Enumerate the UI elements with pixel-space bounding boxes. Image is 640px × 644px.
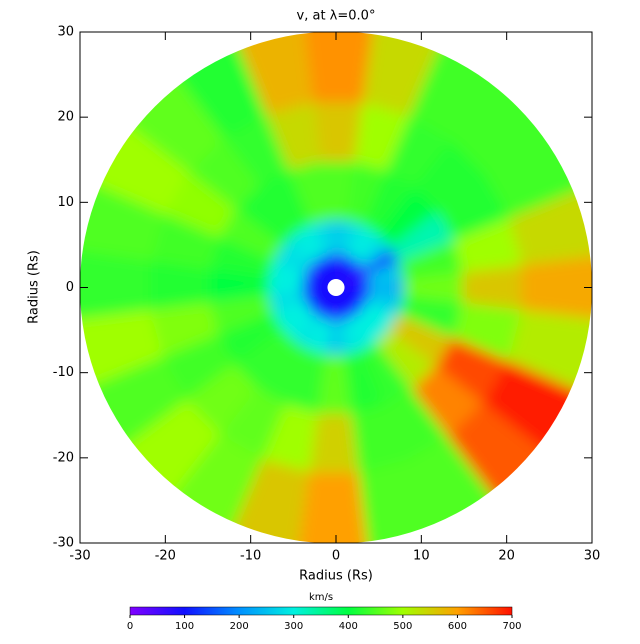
wedge <box>80 309 164 402</box>
x-tick-label: -30 <box>69 549 90 564</box>
chart-title: v, at λ=0.0° <box>297 9 376 24</box>
x-tick-label: 0 <box>332 549 340 564</box>
wedge <box>80 246 151 329</box>
x-axis-label: Radius (Rs) <box>299 569 373 584</box>
colorbar-label: km/s <box>309 592 333 603</box>
y-tick-label: -10 <box>53 365 74 380</box>
x-tick-label: -20 <box>155 549 176 564</box>
inner-boundary <box>327 278 345 297</box>
y-tick-label: -20 <box>53 450 74 465</box>
y-axis-label: Radius (Rs) <box>27 250 42 324</box>
wedge <box>295 31 377 103</box>
colorbar <box>129 606 513 616</box>
y-tick-label: -30 <box>53 536 74 551</box>
y-tick-label: 0 <box>66 280 74 295</box>
wedge <box>508 173 592 266</box>
x-tick-label: -10 <box>240 549 261 564</box>
colorbar-tick-label: 600 <box>448 621 467 632</box>
wedge <box>358 31 451 116</box>
wedge <box>358 459 451 544</box>
wedge <box>221 459 314 544</box>
wedge <box>295 472 377 544</box>
colorbar-tick-label: 200 <box>230 621 249 632</box>
colorbar-tick-label: 700 <box>502 621 521 632</box>
colorbar-tick-label: 400 <box>339 621 358 632</box>
x-tick-label: 20 <box>498 549 515 564</box>
colorbar-tick-label: 300 <box>284 621 303 632</box>
colorbar-tick-label: 100 <box>175 621 194 632</box>
wedge <box>508 309 592 402</box>
y-tick-label: 10 <box>57 195 74 210</box>
wedge <box>80 173 164 266</box>
wedge <box>221 31 314 116</box>
x-tick-label: 10 <box>413 549 430 564</box>
colorbar-tick-label: 0 <box>127 621 133 632</box>
y-tick-label: 20 <box>57 110 74 125</box>
y-tick-label: 30 <box>57 25 74 40</box>
x-tick-label: 30 <box>584 549 601 564</box>
colorbar-tick-label: 500 <box>393 621 412 632</box>
